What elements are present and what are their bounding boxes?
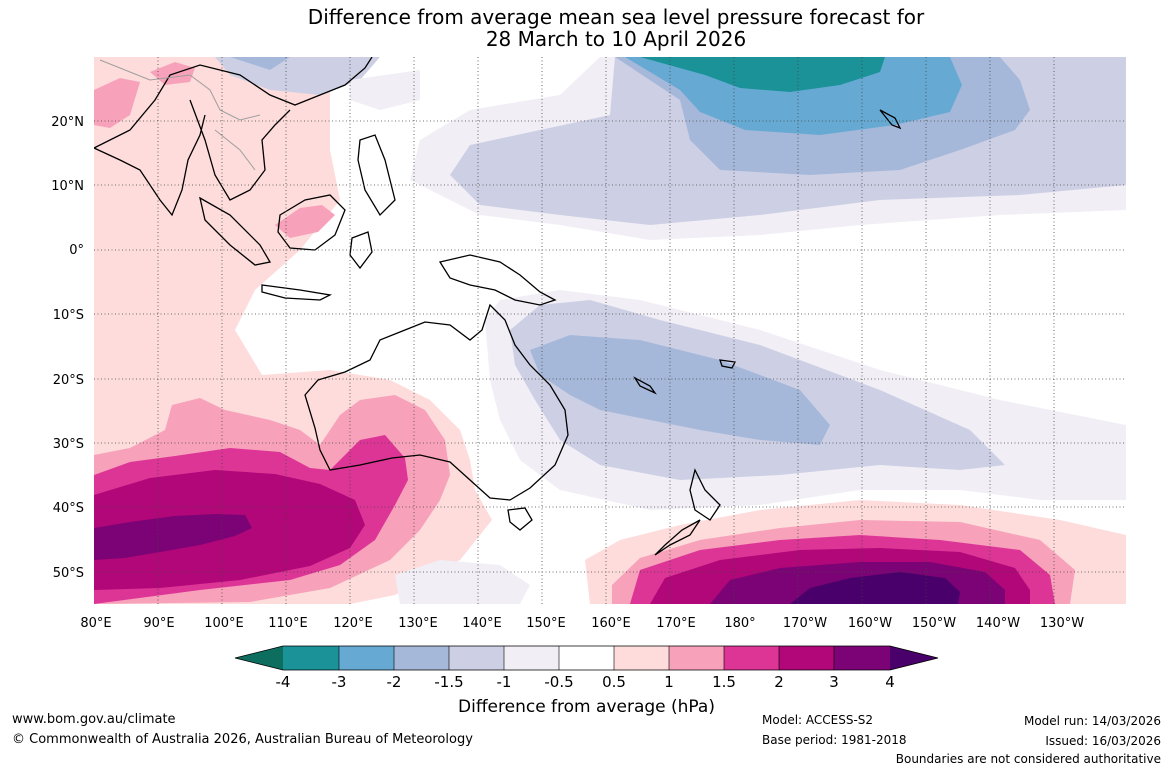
colorbar-tick: -3 xyxy=(332,673,347,691)
anomaly-region-neg1p5-south xyxy=(530,335,830,445)
hawaii-coast xyxy=(879,109,902,130)
lat-label: 10°N xyxy=(51,179,84,194)
colorbar-title: Difference from average (hPa) xyxy=(458,697,715,717)
colorbar-tick: -2 xyxy=(387,673,402,691)
colorbar-tick: -1 xyxy=(497,673,512,691)
lat-label: 40°S xyxy=(53,501,84,516)
issued-date: Issued: 16/03/2026 xyxy=(1045,734,1161,748)
philippines-coast xyxy=(357,134,396,217)
lat-label: 10°S xyxy=(53,308,84,323)
colorbar-segment xyxy=(449,646,504,670)
lon-label: 170°W xyxy=(783,616,827,631)
colorbar-tick: 1 xyxy=(664,673,674,691)
colorbar-segment xyxy=(834,646,890,670)
colorbar-segment xyxy=(614,646,669,670)
new-guinea-coast xyxy=(438,254,557,306)
sulawesi-coast xyxy=(349,231,373,270)
chart-title-line2: 28 March to 10 April 2026 xyxy=(485,27,747,51)
lat-label: 20°N xyxy=(51,115,84,130)
base-period: Base period: 1981-2018 xyxy=(762,733,907,747)
colorbar-segment xyxy=(669,646,724,670)
colorbar-tick: 3 xyxy=(829,673,839,691)
colorbar-tick: 1.5 xyxy=(712,673,736,691)
lat-label: 30°S xyxy=(53,437,84,452)
colorbar-segment xyxy=(394,646,449,670)
colorbar: -4 -3 -2 -1.5 -1 -0.5 0.5 1 1.5 2 3 4 xyxy=(234,645,939,691)
coastlines xyxy=(94,57,902,556)
mainland-asia-coast xyxy=(94,57,373,201)
lon-label: 130°E xyxy=(398,616,438,631)
borneo-coast xyxy=(277,194,346,251)
anomaly-field xyxy=(94,57,1126,604)
java-coast xyxy=(261,284,333,301)
colorbar-tick: 2 xyxy=(774,673,784,691)
chart-title-line1: Difference from average mean sea level p… xyxy=(307,5,925,29)
colorbar-tick: 4 xyxy=(885,673,895,691)
copyright-notice: © Commonwealth of Australia 2026, Austra… xyxy=(12,732,473,747)
lon-label: 130°W xyxy=(1040,616,1084,631)
colorbar-segment xyxy=(559,646,614,670)
boundaries-disclaimer: Boundaries are not considered authoritat… xyxy=(895,752,1161,766)
model-name: Model: ACCESS-S2 xyxy=(762,713,874,727)
lat-label: 20°S xyxy=(53,373,84,388)
colorbar-tick: -1.5 xyxy=(434,673,463,691)
colorbar-segment xyxy=(339,646,394,670)
lon-label: 140°E xyxy=(462,616,502,631)
new-zealand-south-coast xyxy=(654,519,701,556)
sumatra-coast xyxy=(199,196,272,266)
india-coast xyxy=(94,114,206,217)
lon-label: 90°E xyxy=(143,616,174,631)
lon-label: 80°E xyxy=(80,616,111,631)
lon-label: 120°E xyxy=(333,616,373,631)
lon-label: 150°E xyxy=(526,616,566,631)
colorbar-segment xyxy=(890,646,938,670)
lon-label: 110°E xyxy=(268,616,308,631)
tasmania-coast xyxy=(507,507,533,531)
fiji-coast xyxy=(719,359,736,369)
anomaly-region-neg3 xyxy=(640,57,885,92)
lon-label: 160°W xyxy=(848,616,892,631)
anomaly-region-4 xyxy=(790,572,960,604)
lat-label: 0° xyxy=(69,243,84,258)
lon-label: 100°E xyxy=(204,616,244,631)
lon-label: 160°E xyxy=(591,616,631,631)
colorbar-segment xyxy=(283,646,339,670)
graticule xyxy=(94,57,1126,604)
new-caledonia-coast xyxy=(633,376,657,395)
lon-label: 170°E xyxy=(656,616,696,631)
lat-label: 50°S xyxy=(53,566,84,581)
colorbar-tick: 0.5 xyxy=(602,673,626,691)
lon-label: 180° xyxy=(724,616,755,631)
colorbar-segment xyxy=(235,646,283,670)
website-link[interactable]: www.bom.gov.au/climate xyxy=(12,712,176,727)
new-zealand-north-coast xyxy=(689,468,721,521)
lon-label: 140°W xyxy=(976,616,1020,631)
colorbar-tick: -0.5 xyxy=(544,673,573,691)
colorbar-tick: -4 xyxy=(276,673,291,691)
australia-coast xyxy=(304,303,569,501)
colorbar-segment xyxy=(504,646,559,670)
lon-label: 150°W xyxy=(912,616,956,631)
anomaly-region-3 xyxy=(94,514,252,560)
colorbar-segment xyxy=(779,646,834,670)
model-run-date: Model run: 14/03/2026 xyxy=(1023,714,1161,728)
colorbar-segment xyxy=(724,646,779,670)
